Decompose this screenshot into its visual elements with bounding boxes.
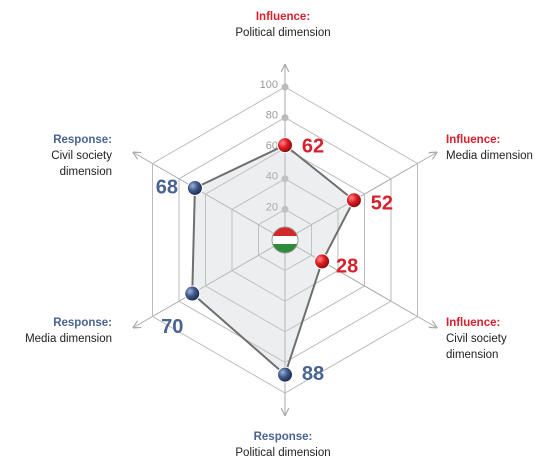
tick-dot (281, 83, 289, 91)
axis-name: Media dimension (25, 333, 112, 345)
value-label: 62 (302, 135, 324, 157)
axis-line (284, 239, 437, 328)
grid-ring (204, 147, 366, 333)
value-label: 52 (371, 193, 393, 215)
axis-heading: Response: (53, 134, 112, 146)
tick-label: 20 (266, 201, 278, 213)
axis-name: Media dimension (446, 150, 533, 162)
flag-border (271, 226, 299, 254)
axis-label: Influence: Political dimension (203, 9, 363, 41)
axis-line (133, 239, 286, 328)
axis-name: Political dimension (235, 27, 331, 39)
axis-heading: Response: (253, 431, 313, 443)
axis-label: Response: Political dimension (203, 429, 363, 461)
data-point (184, 285, 201, 302)
axis-name: Civil society dimension (446, 333, 507, 361)
axis-line (133, 153, 286, 241)
tick-dot (281, 175, 289, 183)
axis-label: Influence: Civil society dimension (446, 315, 526, 363)
axis-label: Response: Civil society dimension (30, 132, 112, 180)
tick-label: 80 (266, 110, 278, 122)
axis-heading: Response: (53, 317, 112, 329)
data-point (277, 137, 293, 154)
flag-icon (272, 227, 298, 253)
value-label: 70 (161, 316, 183, 338)
value-label: 68 (156, 176, 178, 198)
axis-label: Influence: Media dimension (446, 132, 548, 164)
axis-heading: Influence: (446, 134, 501, 146)
value-label: 88 (302, 363, 324, 385)
tick-dot (281, 114, 289, 122)
axis-heading: Influence: (255, 11, 311, 23)
axis-name: Civil society dimension (51, 150, 112, 178)
grid-ring (151, 86, 419, 394)
axis-name: Political dimension (235, 447, 331, 459)
grid-ring (257, 208, 313, 272)
data-point (277, 366, 293, 383)
grid-ring (231, 178, 339, 302)
data-point (314, 253, 331, 270)
value-label: 28 (336, 256, 358, 278)
grid-ring (178, 117, 392, 363)
tick-dot (281, 205, 289, 213)
tick-label: 40 (266, 171, 278, 183)
data-point (345, 192, 362, 209)
axis-heading: Influence: (446, 317, 501, 329)
tick-label: 100 (260, 79, 278, 91)
data-point (186, 179, 203, 196)
axis-label: Response: Media dimension (0, 315, 112, 347)
